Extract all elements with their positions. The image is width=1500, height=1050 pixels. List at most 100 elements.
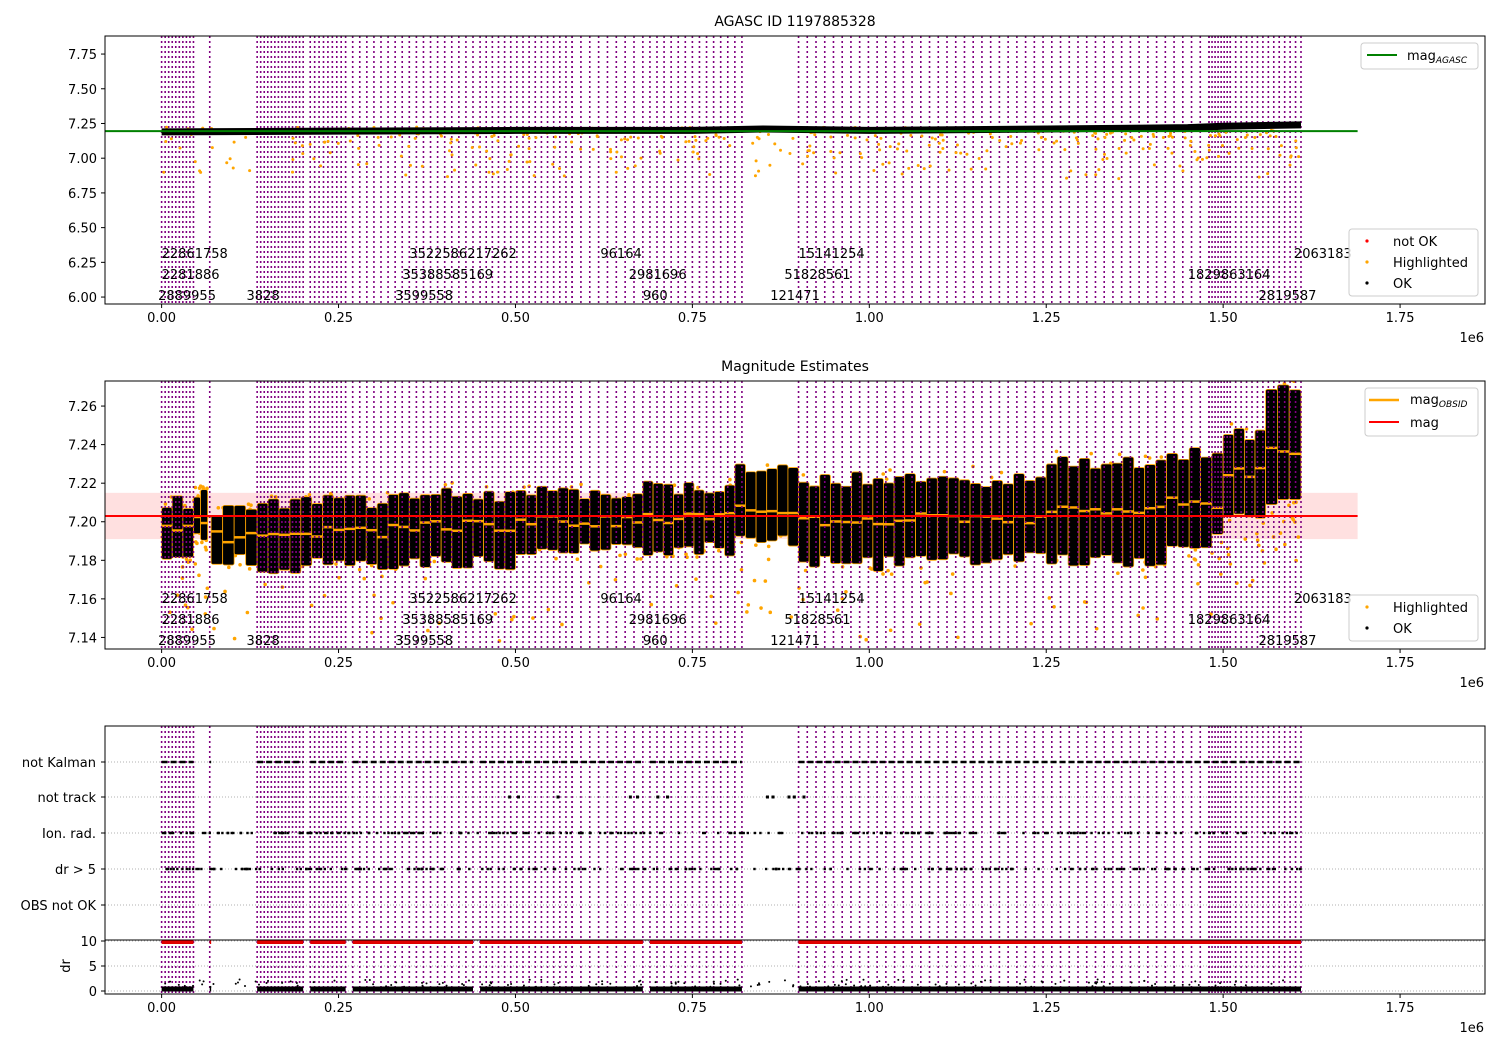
- dr-gt-5-mark: [315, 867, 318, 871]
- highlighted-point: [739, 568, 744, 572]
- ok-points-block: [1100, 463, 1113, 556]
- highlighted-point: [348, 139, 352, 143]
- highlighted-point: [1226, 552, 1231, 557]
- highlighted-point: [813, 133, 817, 137]
- highlighted-point: [198, 169, 202, 173]
- highlighted-point: [1274, 547, 1278, 552]
- ion-rad-mark: [1285, 831, 1289, 835]
- obsid-annotation: 121471: [770, 289, 820, 304]
- highlighted-point: [706, 136, 710, 140]
- dr-gt-5-mark: [927, 867, 930, 871]
- ion-rad-mark: [658, 831, 662, 835]
- highlighted-point: [609, 157, 613, 161]
- ion-rad-mark: [801, 831, 804, 835]
- dr-gt-5-mark: [863, 867, 867, 871]
- obsid-annotation: 2281886: [162, 268, 220, 283]
- dr-point: [534, 985, 537, 988]
- dr-gt-5-mark: [295, 867, 299, 871]
- dr-gt-5-mark: [577, 867, 580, 871]
- dr-point: [1102, 985, 1105, 988]
- dr-gt-5-mark: [1290, 867, 1294, 871]
- ion-rad-mark: [1236, 831, 1239, 835]
- dr-gt-5-mark: [805, 867, 808, 871]
- y-tick-label: 6.25: [68, 256, 97, 271]
- dr-gt-5-mark: [1191, 867, 1194, 871]
- ok-points-block: [621, 496, 633, 546]
- highlighted-point: [956, 635, 960, 640]
- dr-gt-5-mark: [1153, 867, 1157, 871]
- highlighted-point: [1274, 135, 1278, 139]
- ion-rad-mark: [904, 831, 908, 835]
- ion-rad-mark: [467, 831, 470, 835]
- dr-gt-5-mark: [1084, 867, 1087, 871]
- panel-1-plot-area: 22861758 3522586217262 96164 15141254 206318…: [105, 36, 1358, 304]
- obsid-annotation: 2889955: [158, 289, 216, 304]
- dr-gt-5-mark: [634, 867, 637, 871]
- y-tick-label: 7.50: [68, 83, 97, 98]
- flag-row-label: dr > 5: [55, 863, 96, 878]
- ion-rad-mark: [221, 831, 224, 835]
- ion-rad-mark: [449, 831, 453, 835]
- ion-rad-mark: [239, 831, 243, 835]
- dr-point: [674, 982, 677, 985]
- highlighted-point: [478, 145, 482, 149]
- highlighted-point: [488, 157, 492, 161]
- highlighted-point: [334, 562, 338, 566]
- highlighted-point: [685, 555, 689, 560]
- highlighted-point: [886, 568, 890, 573]
- dr-axis-label: dr: [59, 959, 74, 973]
- dr-gt-5-mark: [1001, 867, 1004, 871]
- ion-rad-mark: [948, 831, 951, 835]
- highlighted-point: [728, 477, 732, 482]
- highlighted-point: [759, 606, 763, 610]
- highlighted-point: [1228, 562, 1233, 566]
- dr-gt-5-mark: [431, 867, 435, 871]
- ion-rad-mark: [1202, 831, 1206, 835]
- ion-rad-mark: [780, 831, 784, 835]
- dr-gt-5-mark: [598, 867, 602, 871]
- highlighted-point: [763, 579, 768, 583]
- dr-gt-5-mark: [1234, 867, 1237, 871]
- legend-not-ok-marker: [1365, 239, 1369, 243]
- highlighted-point: [413, 136, 417, 140]
- y-tick-label: 7.18: [68, 554, 97, 569]
- dr-point: [712, 982, 715, 985]
- dr-point: [467, 979, 470, 982]
- dr-gt-5-mark: [1196, 867, 1199, 871]
- dr-gt-5-mark: [1204, 867, 1208, 871]
- x-tick-label: 1.25: [1032, 1001, 1061, 1016]
- highlighted-point: [356, 163, 360, 167]
- highlighted-point: [1253, 135, 1257, 139]
- dr-point: [1096, 981, 1099, 984]
- highlighted-point: [1105, 132, 1109, 136]
- ion-rad-mark: [1212, 831, 1215, 835]
- ok-points-block: [1013, 473, 1025, 563]
- highlighted-point: [562, 174, 566, 178]
- ion-rad-mark: [1081, 831, 1085, 835]
- highlighted-point: [1013, 564, 1017, 568]
- dr-gt-5-mark: [699, 867, 702, 871]
- ion-rad-mark: [492, 831, 496, 835]
- highlighted-point: [448, 149, 452, 153]
- dr-gt-5-mark: [220, 867, 223, 871]
- highlighted-point: [751, 141, 755, 145]
- dr-point: [833, 983, 836, 986]
- dr-gt-5-mark: [181, 867, 184, 871]
- y-tick-label: 7.00: [68, 152, 97, 167]
- dr-gt-5-mark: [169, 867, 172, 871]
- dr-gt-5-mark: [1295, 867, 1299, 871]
- ion-rad-mark: [1004, 831, 1007, 835]
- ion-rad-mark: [1022, 831, 1025, 835]
- dr-point: [265, 982, 268, 985]
- dr-point: [938, 985, 941, 988]
- highlighted-point: [788, 151, 792, 155]
- highlighted-point: [558, 166, 562, 170]
- legend-highlighted-label: Highlighted: [1393, 256, 1468, 271]
- dr-gt-5-mark: [240, 867, 244, 871]
- panel-1-title: AGASC ID 1197885328: [714, 14, 875, 30]
- dr-point: [683, 982, 686, 985]
- highlighted-point: [623, 137, 627, 141]
- not-track-mark: [787, 795, 791, 799]
- highlighted-point: [717, 135, 721, 139]
- dr-gt-5-mark: [621, 867, 624, 871]
